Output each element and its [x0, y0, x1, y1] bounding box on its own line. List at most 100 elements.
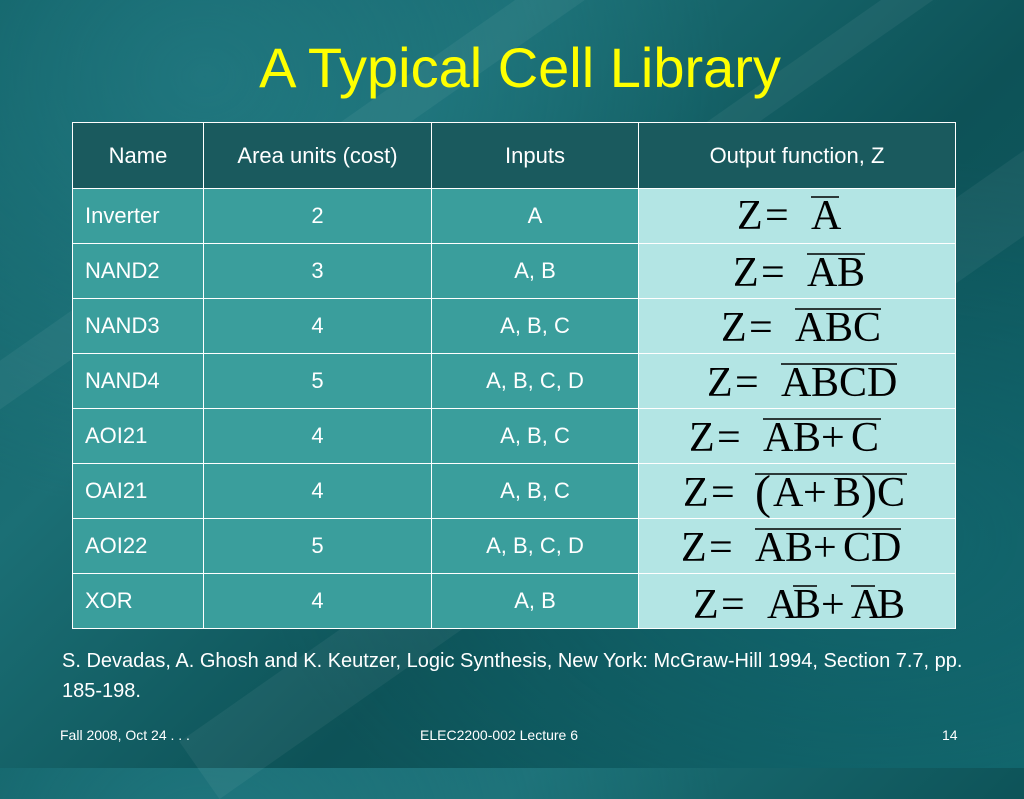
cell-function: Z = A B [638, 243, 956, 299]
svg-text:B: B [833, 470, 861, 516]
svg-text:A: A [763, 415, 794, 461]
svg-text:B: B [793, 415, 821, 461]
svg-text:+: + [803, 470, 827, 516]
cell-name: AOI21 [72, 408, 204, 464]
cell-name: NAND2 [72, 243, 204, 299]
svg-text:=: = [709, 525, 733, 571]
cell-function: Z = A B + A B [638, 573, 956, 629]
cell-name: NAND3 [72, 298, 204, 354]
svg-text:): ) [861, 466, 877, 518]
svg-text:B: B [877, 582, 905, 628]
svg-text:D: D [871, 525, 901, 571]
formula-nand2: Z = A B [733, 250, 865, 296]
svg-text:B: B [811, 360, 839, 406]
formula-aoi21: Z = A B + C [689, 415, 881, 461]
svg-text:A: A [773, 470, 804, 516]
svg-text:B: B [793, 582, 821, 628]
svg-text:Z: Z [721, 305, 747, 351]
svg-text:B: B [785, 525, 813, 571]
svg-text:=: = [749, 305, 773, 351]
cell-area: 4 [203, 463, 432, 519]
table-row: Inverter 2 A Z = A [72, 188, 956, 244]
svg-text:A: A [767, 582, 798, 628]
cell-area: 5 [203, 353, 432, 409]
header-inputs: Inputs [431, 122, 639, 189]
svg-text:Z: Z [733, 250, 759, 296]
cell-area: 4 [203, 298, 432, 354]
footer-date: Fall 2008, Oct 24 . . . [60, 727, 190, 743]
table-row: AOI21 4 A, B, C Z = A B + C [72, 408, 956, 464]
svg-text:A: A [851, 582, 882, 628]
cell-inputs: A, B [431, 243, 639, 299]
svg-text:=: = [711, 470, 735, 516]
cell-inputs: A, B, C [431, 298, 639, 354]
table-header-row: Name Area units (cost) Inputs Output fun… [72, 122, 956, 189]
svg-text:=: = [721, 582, 745, 628]
formula-nand3: Z = A B C [721, 305, 881, 351]
svg-text:A: A [795, 305, 826, 351]
header-name: Name [72, 122, 204, 189]
formula-xor: Z = AB + AB [693, 582, 905, 628]
cell-inputs: A, B, C [431, 463, 639, 519]
svg-text:Z: Z [683, 470, 709, 516]
cell-area: 2 [203, 188, 432, 244]
cell-library-table: Name Area units (cost) Inputs Output fun… [72, 122, 956, 629]
svg-text:Z: Z [689, 415, 715, 461]
svg-text:+: + [821, 582, 845, 628]
formula-aoi22: Z = A B + C D [681, 525, 901, 571]
formula-inverter: Z = A [737, 193, 842, 239]
svg-text:B: B [825, 305, 853, 351]
cell-inputs: A, B, C, D [431, 518, 639, 574]
cell-inputs: A, B, C [431, 408, 639, 464]
cell-function: Z = A B C D [638, 353, 956, 409]
svg-text:=: = [761, 250, 785, 296]
svg-text:C: C [839, 360, 867, 406]
svg-text:C: C [843, 525, 871, 571]
svg-text:A: A [755, 525, 786, 571]
table-row: NAND2 3 A, B Z = A B [72, 243, 956, 299]
formula-nand4: Z = A B C D [707, 360, 897, 406]
cell-name: NAND4 [72, 353, 204, 409]
cell-name: XOR [72, 573, 204, 629]
cell-name: OAI21 [72, 463, 204, 519]
svg-text:Z: Z [737, 193, 763, 239]
table-row: NAND3 4 A, B, C Z = A B C [72, 298, 956, 354]
svg-text:=: = [717, 415, 741, 461]
formula-oai21: Z = (A + B) C [683, 466, 907, 518]
svg-text:(: ( [755, 466, 771, 518]
page-number: 14 [942, 727, 958, 743]
svg-text:A: A [807, 250, 838, 296]
svg-text:C: C [853, 305, 881, 351]
svg-text:A: A [811, 193, 842, 239]
svg-text:Z: Z [707, 360, 733, 406]
cell-function: Z = A [638, 188, 956, 244]
svg-text:+: + [821, 415, 845, 461]
svg-text:B: B [837, 250, 865, 296]
svg-text:C: C [851, 415, 879, 461]
cell-inputs: A, B [431, 573, 639, 629]
cell-area: 5 [203, 518, 432, 574]
slide-title: A Typical Cell Library [259, 36, 781, 99]
footer-course: ELEC2200-002 Lecture 6 [420, 727, 578, 743]
cell-area: 3 [203, 243, 432, 299]
svg-text:Z: Z [693, 582, 719, 628]
cell-area: 4 [203, 408, 432, 464]
header-output-function: Output function, Z [638, 122, 956, 189]
header-area: Area units (cost) [203, 122, 432, 189]
cell-function: Z = A B C [638, 298, 956, 354]
table-row: AOI22 5 A, B, C, D Z = A B + C D [72, 518, 956, 574]
cell-inputs: A, B, C, D [431, 353, 639, 409]
svg-text:C: C [877, 470, 905, 516]
svg-text:A: A [781, 360, 812, 406]
cell-function: Z = A B + C D [638, 518, 956, 574]
table-row: XOR 4 A, B Z = A B + A B [72, 573, 956, 629]
cell-name: AOI22 [72, 518, 204, 574]
svg-text:=: = [765, 193, 789, 239]
cell-inputs: A [431, 188, 639, 244]
cell-function: Z = A B + C [638, 408, 956, 464]
table-row: OAI21 4 A, B, C Z = (A + B) C [72, 463, 956, 519]
svg-text:Z: Z [681, 525, 707, 571]
cell-name: Inverter [72, 188, 204, 244]
cell-area: 4 [203, 573, 432, 629]
svg-text:D: D [867, 360, 897, 406]
